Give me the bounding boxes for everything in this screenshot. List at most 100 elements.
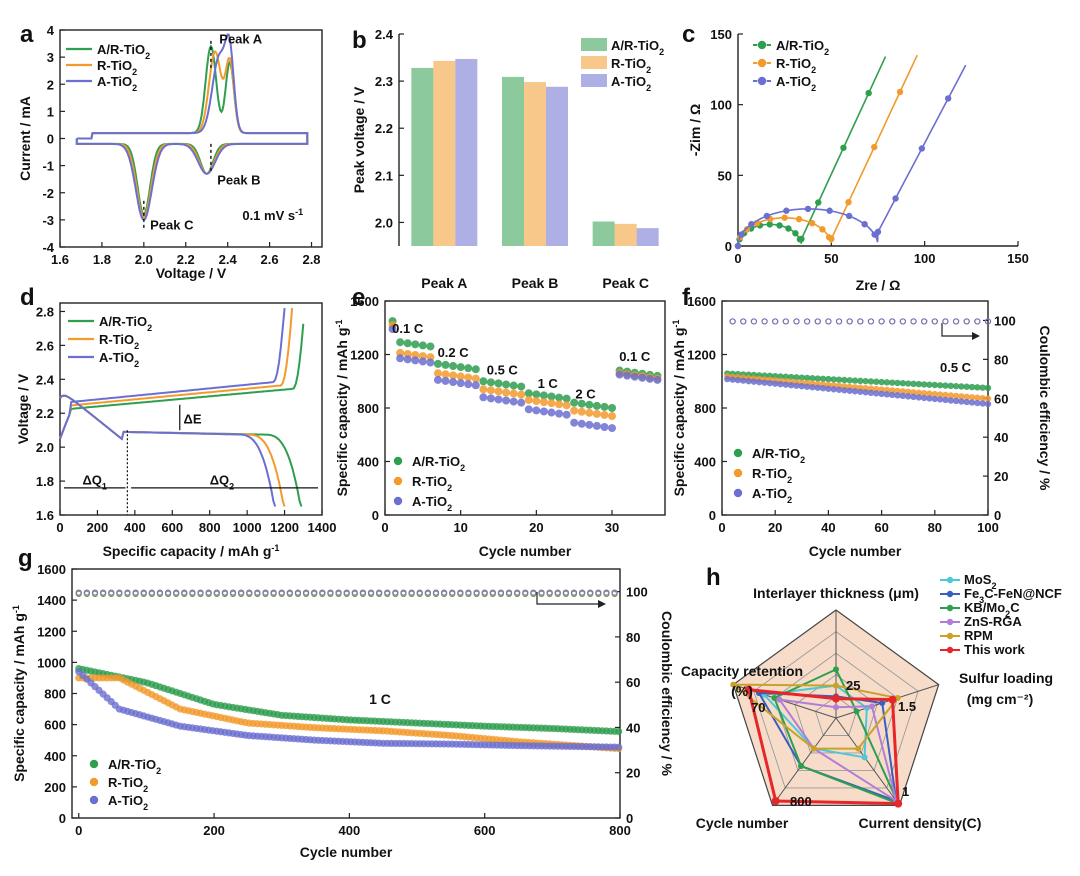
radar-legend-dot [946,576,954,584]
ce-point [156,589,164,596]
legend-label: A-TiO2 [99,350,139,369]
rate-point [449,362,458,371]
radar-grid [773,652,899,771]
cycle-point [873,390,880,397]
rate-label: 0.1 C [392,321,424,336]
x-axis-title: Voltage / V [156,265,227,281]
x-category-label: Peak A [421,275,467,291]
rate-point [456,363,465,372]
ce-point [772,318,779,325]
ce-point [963,318,970,325]
cycle-point [814,375,821,382]
x-tick-label: 1400 [308,520,337,535]
rate-point [645,374,654,383]
ce-point [921,318,928,325]
radar-vertex [888,695,897,704]
cycle-point [830,386,837,393]
y-tick-label: 0 [709,508,716,523]
legend-label: R-TiO2 [108,775,148,794]
cycle-point [947,397,954,404]
rate-point [464,380,473,389]
y-tick-label: 1200 [37,624,66,639]
rate-point [562,401,571,410]
y-tick-label: 1600 [687,294,716,309]
cycle-point [819,385,827,392]
cycle-point [910,380,917,388]
peak-a-label: Peak A [219,32,262,47]
y-tick-label: 2.1 [375,168,393,183]
y-axis-title: Specific capacity / mAh g-1 [671,320,687,497]
ce-point [931,318,938,325]
cycle-point [745,377,752,385]
rate-point [570,418,579,427]
rate-point [577,419,586,428]
y-tick-label: 2.3 [375,74,393,89]
rate-point [411,356,420,365]
rate-point [532,390,541,399]
cycle-point [920,394,928,402]
y2-tick-label: 80 [626,630,640,645]
cycle-point [936,396,944,403]
eis-point [840,144,847,151]
y-tick-label: 2.4 [36,372,55,387]
radar-vertex [868,703,875,710]
panel-h: h Interlayer thickness (μm) Sulfur loading… [681,564,1062,831]
x-tick-label: 200 [87,520,109,535]
rate-point [509,389,518,398]
cycle-point [905,380,912,387]
rate-point [502,380,511,389]
peak-b-label: Peak B [217,173,260,188]
y-tick-label: 1 [47,104,54,119]
x-tick-label: 0 [56,520,63,535]
x-tick-label: 100 [977,520,999,535]
radar-series-5 [746,687,900,806]
ce-point [424,589,431,596]
y-tick-label: 50 [718,168,732,183]
panel-label-a: a [20,21,34,48]
radar-vertex [833,666,839,673]
cycle-point [740,377,747,384]
rate-point [638,373,647,382]
ce-point [189,589,196,596]
cycle-point [615,743,623,751]
cycle-point [851,377,859,384]
ce-point [416,589,423,596]
rate-point [547,408,556,417]
ce-point [205,589,212,596]
x-tick-label: 80 [928,520,942,535]
bar-2 [546,86,568,247]
rate-point [585,408,594,417]
y-axis-title: -Zim / Ω [687,104,703,156]
y-tick-label: 150 [710,27,732,42]
rate-point [532,397,541,406]
ce-point [376,589,383,596]
rate-point [608,404,617,412]
rate-point [585,400,594,409]
legend-label: R-TiO2 [99,332,139,351]
panel-label-g: g [18,545,33,572]
ce-point [579,589,586,596]
cycle-point [867,389,875,397]
radar-axis-mark: 1.5 [898,699,916,714]
peak-c-label: Peak C [150,217,194,232]
cycle-point [835,386,843,393]
legend-label: R-TiO2 [97,58,137,77]
cycle-point [787,381,795,389]
radar-vertex [879,699,886,706]
eis-point [845,198,852,206]
legend-label: A/R-TiO2 [97,42,150,61]
eis-point [815,199,822,206]
cycle-point [883,379,891,386]
y-tick-label: 1600 [350,294,379,309]
ce-point [392,589,399,596]
y-tick-label: 400 [694,455,716,470]
x-tick-label: 2.4 [219,252,238,267]
y-tick-label: 1000 [37,655,66,670]
y2-tick-label: 40 [626,720,640,735]
rate-point [479,393,488,402]
y-tick-label: 1200 [350,348,379,363]
ce-point [952,318,960,325]
ce-point [384,589,391,596]
panel-a: a 1.6 1.8 2.0 2.2 2.4 2.6 2.8 -4 -3 -2 -1 0 1 2 3 4 Volta… [17,21,323,281]
legend-label: A-TiO2 [752,486,792,505]
